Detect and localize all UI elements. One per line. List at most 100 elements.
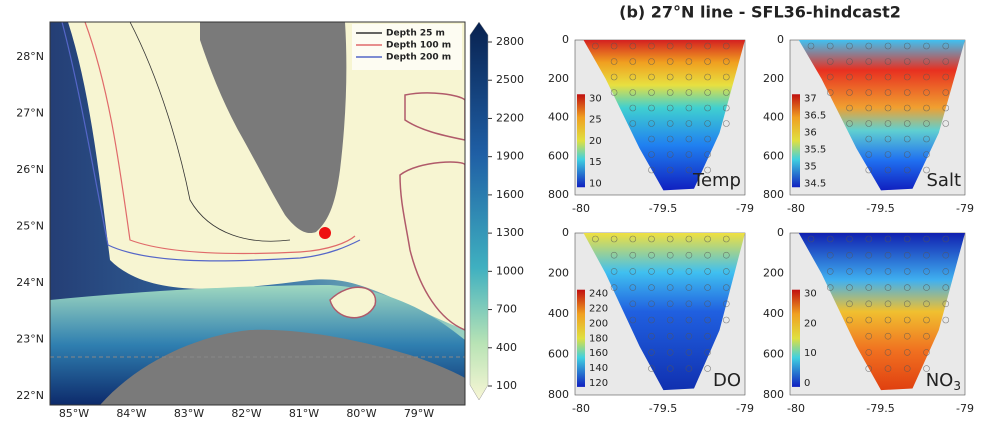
- sample-point: [666, 120, 674, 127]
- sample-point: [704, 332, 711, 340]
- sample-point: [648, 120, 655, 127]
- sample-point: [923, 151, 930, 158]
- sample-point: [666, 73, 674, 81]
- sample-point: [942, 316, 950, 324]
- sample-point: [865, 300, 873, 308]
- sample-point: [648, 58, 655, 65]
- colorbar-label: 2500: [496, 73, 524, 86]
- sample-point: [884, 316, 892, 324]
- sample-point: [648, 235, 655, 243]
- sample-point: [704, 349, 711, 356]
- sample-point: [704, 166, 711, 174]
- sample-point: [846, 284, 853, 291]
- sample-point: [826, 268, 834, 275]
- sample-point: [685, 73, 693, 81]
- sample-point: [942, 300, 950, 308]
- sample-point: [648, 73, 655, 81]
- panel-label: DO: [713, 370, 741, 391]
- x-tick-label: -79: [956, 402, 974, 415]
- sample-point: [903, 42, 911, 50]
- sample-point: [666, 104, 674, 112]
- sample-point: [704, 365, 711, 372]
- sample-point: [722, 300, 730, 308]
- sample-point: [865, 284, 873, 291]
- sample-point: [903, 332, 911, 340]
- colorbar-label: 140: [589, 363, 608, 374]
- sample-point: [685, 235, 693, 243]
- sample-point: [923, 332, 930, 340]
- y-tick-label: 800: [763, 188, 784, 201]
- colorbar-label: 34.5: [804, 178, 826, 189]
- sample-point: [942, 268, 950, 275]
- sample-point: [704, 316, 711, 324]
- sample-point: [903, 284, 911, 291]
- sample-point: [685, 151, 693, 158]
- sample-point: [884, 349, 892, 356]
- sample-point: [704, 268, 711, 275]
- sample-point: [704, 73, 711, 81]
- map: [50, 22, 465, 405]
- sample-point: [610, 235, 618, 243]
- sample-point: [722, 268, 730, 275]
- sample-point: [826, 251, 834, 259]
- section-colorbar: [577, 94, 585, 188]
- colorbar-label: 30: [589, 93, 602, 104]
- sample-point: [666, 235, 674, 243]
- sample-point: [942, 251, 950, 259]
- sample-point: [865, 365, 873, 372]
- florida: [200, 22, 347, 234]
- colorbar-label: 15: [589, 157, 602, 168]
- sample-point: [592, 42, 599, 50]
- y-tick-label: 0: [562, 33, 569, 46]
- sample-point: [846, 316, 853, 324]
- sample-point: [648, 332, 655, 340]
- y-tick-label: 200: [763, 72, 784, 85]
- sample-point: [629, 104, 637, 112]
- sample-point: [884, 89, 892, 96]
- sample-point: [923, 251, 930, 259]
- legend-label: Depth 100 m: [386, 41, 451, 51]
- bahamas-bank: [399, 161, 465, 331]
- sample-point: [865, 251, 873, 259]
- sample-point: [865, 89, 873, 96]
- x-tick-label: -80: [572, 402, 590, 415]
- sample-point: [942, 104, 950, 112]
- sample-point: [629, 58, 637, 65]
- sample-point: [666, 268, 674, 275]
- sample-point: [923, 135, 930, 143]
- y-tick-label: 0: [777, 226, 784, 239]
- sample-point: [648, 151, 655, 158]
- colorbar-label: 25: [589, 115, 602, 126]
- colorbar-label: 120: [589, 378, 608, 389]
- colorbar-label: 220: [589, 304, 608, 315]
- sample-point: [903, 58, 911, 65]
- sample-point: [884, 332, 892, 340]
- sample-point: [685, 120, 693, 127]
- colorbar-label: 10: [804, 348, 817, 359]
- sample-point: [846, 104, 853, 112]
- legend-label: Depth 200 m: [386, 53, 451, 63]
- colorbar-label: 400: [496, 341, 517, 354]
- sample-point: [903, 104, 911, 112]
- sample-point: [704, 251, 711, 259]
- sample-point: [685, 349, 693, 356]
- sample-point: [903, 268, 911, 275]
- sample-point: [903, 89, 911, 96]
- sample-point: [704, 135, 711, 143]
- sample-point: [865, 151, 873, 158]
- sample-point: [610, 284, 618, 291]
- sample-point: [923, 268, 930, 275]
- sample-point: [923, 316, 930, 324]
- sample-point: [903, 166, 911, 174]
- sample-point: [629, 89, 637, 96]
- sample-point: [666, 349, 674, 356]
- sample-point: [865, 42, 873, 50]
- y-tick-label: 0: [777, 33, 784, 46]
- sample-point: [923, 284, 930, 291]
- panel-label-main: NO: [926, 370, 954, 391]
- sample-point: [942, 89, 950, 96]
- sample-point: [629, 73, 637, 81]
- sample-point: [884, 58, 892, 65]
- sample-point: [826, 235, 834, 243]
- sample-point: [846, 120, 853, 127]
